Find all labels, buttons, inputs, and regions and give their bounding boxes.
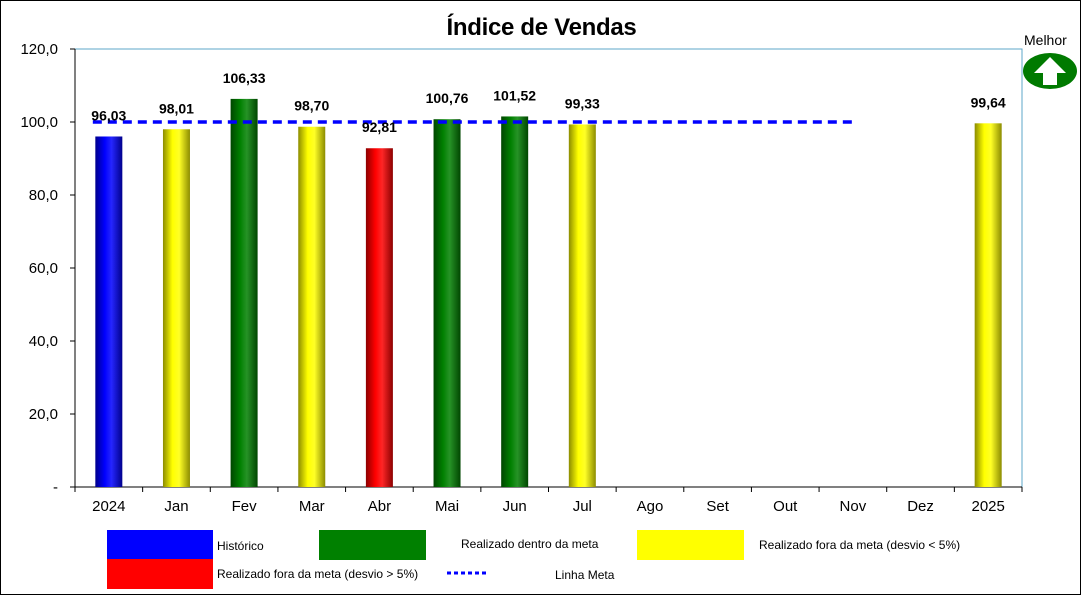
data-label: 101,52 [493, 87, 536, 103]
data-label: 99,64 [971, 94, 1006, 110]
x-tick-label: Abr [368, 498, 391, 515]
data-label: 96,03 [91, 107, 126, 123]
legend-swatch-historico [107, 530, 213, 560]
y-tick-label: - [53, 479, 58, 496]
bar [95, 136, 123, 488]
x-tick-label: Dez [907, 498, 934, 515]
legend-label-fora-maior: Realizado fora da meta (desvio > 5%) [217, 567, 419, 581]
bar [365, 148, 393, 487]
bar [501, 116, 529, 488]
legend-label-dentro: Realizado dentro da meta [461, 537, 599, 551]
y-tick-label: 80,0 [29, 187, 58, 204]
x-tick-label: Mar [299, 498, 325, 515]
legend-label-historico: Histórico [217, 539, 264, 553]
x-tick-label: Nov [840, 498, 867, 515]
data-label: 98,70 [294, 98, 329, 114]
chart-title: Índice de Vendas [446, 14, 637, 41]
better-direction-label: Melhor [1024, 32, 1067, 48]
legend-swatch-dentro [319, 530, 426, 560]
plot-area [74, 48, 1023, 488]
data-label: 106,33 [223, 70, 266, 86]
bar [568, 124, 596, 488]
y-tick-label: 100,0 [20, 114, 58, 131]
data-label: 92,81 [362, 119, 397, 135]
x-tick-label: Jul [573, 498, 592, 515]
data-label: 98,01 [159, 100, 194, 116]
bar [298, 126, 326, 488]
x-tick-label: Jun [503, 498, 527, 515]
legend-swatch-fora-menor [637, 530, 744, 560]
x-tick-label: Fev [232, 498, 258, 515]
y-tick-label: 20,0 [29, 406, 58, 423]
x-tick-label: Jan [164, 498, 188, 515]
y-tick-label: 40,0 [29, 333, 58, 350]
x-tick-label: Ago [637, 498, 664, 515]
x-tick-label: 2025 [971, 498, 1004, 515]
legend-label-fora-menor: Realizado fora da meta (desvio < 5%) [759, 538, 961, 552]
x-tick-label: 2024 [92, 498, 125, 515]
y-tick-label: 120,0 [20, 41, 58, 58]
x-tick-label: Set [706, 498, 729, 515]
bar [974, 123, 1002, 488]
legend-swatch-fora-maior [107, 559, 213, 589]
y-tick-label: 60,0 [29, 260, 58, 277]
x-tick-label: Out [773, 498, 798, 515]
legend-swatch-target-line [447, 571, 486, 575]
x-tick-label: Mai [435, 498, 459, 515]
bar [433, 119, 461, 487]
data-label: 100,76 [426, 90, 469, 106]
data-label: 99,33 [565, 95, 600, 111]
bar [162, 129, 190, 488]
arrow-up-icon [1023, 53, 1077, 89]
bar [230, 98, 258, 487]
legend-label-target-line: Linha Meta [555, 568, 615, 582]
